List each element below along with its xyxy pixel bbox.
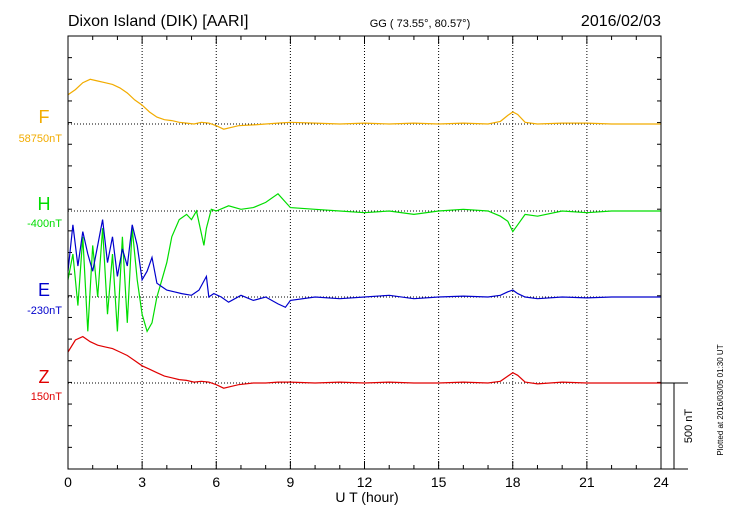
component-label-e: E [38, 280, 50, 300]
x-tick-label: 9 [286, 474, 294, 490]
baseline-value-e: -230nT [27, 305, 62, 317]
scale-bar-label: 500 nT [683, 409, 695, 444]
axis-ticks [67, 36, 662, 470]
component-labels: F 58750nT H -400nT E -230nT Z 150nT [19, 107, 63, 403]
x-tick-label: 15 [431, 474, 447, 490]
series-line-e [67, 219, 661, 309]
x-tick-label: 21 [579, 474, 595, 490]
x-tick-label: 3 [138, 474, 146, 490]
plot-date: 2016/02/03 [581, 13, 661, 30]
baseline-value-z: 150nT [31, 391, 62, 403]
baseline-value-h: -400nT [27, 218, 62, 230]
station-title: Dixon Island (DIK) [AARI] [68, 13, 249, 30]
component-label-h: H [38, 194, 51, 214]
grid-lines [68, 36, 661, 469]
x-tick-label: 6 [212, 474, 220, 490]
station-coordinates: GG ( 73.55°, 80.57°) [370, 18, 471, 30]
series-line-h [67, 193, 661, 333]
component-label-f: F [39, 107, 50, 127]
x-tick-label: 12 [357, 474, 373, 490]
scale-bar: 500 nT [661, 382, 695, 470]
baseline-value-f: 58750nT [19, 133, 63, 145]
x-tick-label: 18 [505, 474, 521, 490]
x-tick-label: 24 [653, 474, 669, 490]
series-line-z [67, 335, 661, 389]
plotted-at-note: Plotted at 2016/03/05 01:30 UT [716, 344, 725, 455]
plot-frame [67, 35, 662, 470]
x-axis-label: U T (hour) [335, 489, 398, 505]
series-line-f [67, 78, 661, 130]
series-lines [67, 78, 661, 389]
x-tick-labels: 0 3 6 9 12 15 18 21 24 [64, 474, 669, 490]
x-tick-label: 0 [64, 474, 72, 490]
component-label-z: Z [39, 367, 50, 387]
